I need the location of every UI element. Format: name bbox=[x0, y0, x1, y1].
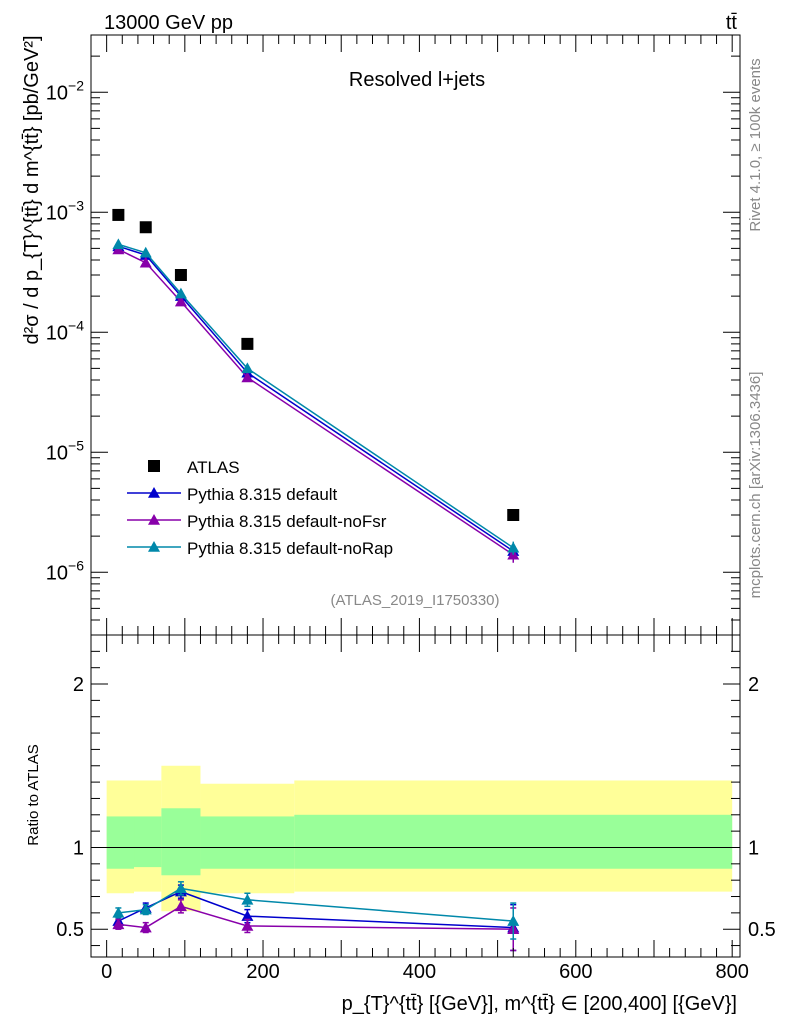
series-point-nofsr bbox=[241, 371, 254, 383]
ratio-inner-band bbox=[134, 816, 162, 868]
legend-atlas-marker bbox=[148, 460, 160, 472]
ratio-y-tick-label-right: 0.5 bbox=[748, 919, 776, 941]
ratio-plot-frame bbox=[90, 634, 741, 958]
ratio-y-tick-label: 0.5 bbox=[56, 919, 84, 941]
ratio-inner-band bbox=[200, 816, 295, 869]
ratio-x-tick-label: 0 bbox=[101, 961, 112, 983]
ratio-inner-band bbox=[161, 808, 201, 876]
atlas-data-point bbox=[112, 208, 125, 221]
ratio-point-default bbox=[241, 910, 254, 921]
ratio-plot-content bbox=[112, 881, 520, 952]
analysis-label: (ATLAS_2019_I1750330) bbox=[330, 592, 499, 609]
legend-label-norap: Pythia 8.315 default-noRap bbox=[187, 539, 393, 558]
atlas-data-point bbox=[507, 509, 520, 521]
main-y-tick-label: 10−5 bbox=[46, 437, 84, 464]
main-y-axis-label: d²σ / d p_{T}^{tt̄} d m^{tt̄} [pb/GeV²] bbox=[21, 35, 43, 344]
main-y-tick-label: 10−4 bbox=[46, 317, 84, 344]
ratio-point-norap bbox=[139, 903, 152, 915]
series-point-nofsr bbox=[174, 295, 187, 307]
series-point-norap bbox=[174, 287, 187, 299]
ratio-point-norap bbox=[241, 893, 254, 905]
series-point-norap bbox=[241, 362, 254, 374]
atlas-data-point bbox=[139, 221, 152, 234]
main-plot-title: Resolved l+jets bbox=[349, 69, 485, 91]
process-label: tt̄ bbox=[726, 12, 738, 34]
legend-marker-norap bbox=[148, 541, 160, 552]
legend-label-nofsr: Pythia 8.315 default-noFsr bbox=[187, 512, 387, 531]
ratio-inner-band bbox=[294, 814, 733, 869]
ratio-y-tick-label: 2 bbox=[73, 674, 84, 696]
legend-marker-default bbox=[148, 487, 160, 498]
ratio-y-tick-label-right: 2 bbox=[748, 674, 759, 696]
main-y-tick-label: 10−3 bbox=[46, 197, 84, 224]
ratio-point-nofsr bbox=[139, 921, 152, 933]
ratio-y-ticks: 0.5 0.5 1 1 2 2 bbox=[56, 650, 776, 947]
legend-label-default: Pythia 8.315 default bbox=[187, 485, 338, 504]
ratio-point-nofsr bbox=[174, 900, 187, 912]
ratio-x-ticks: 0 200 400 600 800 bbox=[101, 635, 749, 983]
main-y-tick-label: 10−2 bbox=[46, 77, 84, 104]
ratio-y-tick-label-right: 1 bbox=[748, 837, 759, 859]
main-plot-content bbox=[112, 208, 520, 563]
atlas-data-point bbox=[241, 337, 254, 350]
atlas-data-point bbox=[174, 269, 187, 281]
legend-marker-nofsr bbox=[148, 514, 160, 525]
main-y-ticks: 10−6 10−5 10−4 10−3 10−2 bbox=[46, 34, 740, 636]
legend: ATLAS Pythia 8.315 default Pythia 8.315 de… bbox=[127, 458, 393, 558]
series-point-norap bbox=[112, 238, 125, 250]
main-panel: 10−6 10−5 10−4 10−3 10−2 ATLAS Pythia 8.315 d… bbox=[21, 34, 741, 636]
ratio-x-tick-label: 800 bbox=[715, 961, 748, 983]
main-y-tick-label: 10−6 bbox=[46, 557, 84, 584]
ratio-inner-band bbox=[106, 816, 135, 869]
ratio-point-nofsr bbox=[112, 918, 125, 930]
ratio-panel: 0.5 0.5 1 1 2 2 0 200 400 600 800 Ratio to ATLAS bbox=[25, 634, 776, 983]
ratio-x-tick-label: 600 bbox=[559, 961, 592, 983]
rivet-label: Rivet 4.1.0, ≥ 100k events bbox=[747, 58, 764, 231]
ratio-uncertainty-bands bbox=[106, 765, 733, 912]
series-point-nofsr bbox=[139, 256, 152, 268]
main-x-ticks bbox=[106, 35, 733, 635]
ratio-point-nofsr bbox=[241, 919, 254, 931]
legend-label-atlas: ATLAS bbox=[187, 458, 240, 477]
series-point-norap bbox=[507, 541, 520, 553]
energy-label: 13000 GeV pp bbox=[104, 12, 233, 34]
ratio-y-axis-label: Ratio to ATLAS bbox=[25, 744, 42, 845]
mcplots-label: mcplots.cern.ch [arXiv:1306.3436] bbox=[747, 372, 764, 599]
series-point-norap bbox=[139, 246, 152, 258]
series-line-default bbox=[118, 245, 514, 552]
ratio-point-norap bbox=[174, 882, 187, 894]
ratio-x-tick-label: 200 bbox=[246, 961, 279, 983]
ratio-x-tick-label: 400 bbox=[403, 961, 436, 983]
x-axis-label: p_{T}^{tt̄} [{GeV}], m^{tt̄} ∈ [200,400]… bbox=[342, 993, 737, 1015]
ratio-point-norap bbox=[112, 906, 125, 918]
ratio-y-tick-label: 1 bbox=[73, 837, 84, 859]
ratio-point-norap bbox=[507, 915, 520, 926]
